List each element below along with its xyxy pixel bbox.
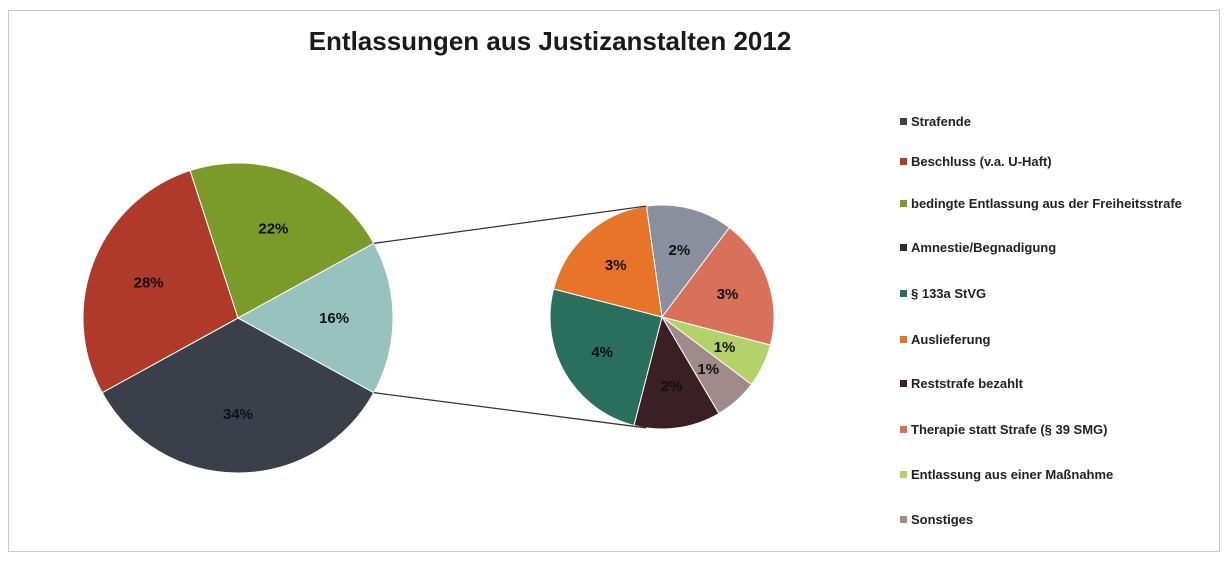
secondary-slice-label-0: 2% bbox=[669, 242, 691, 259]
secondary-slice-label-2: 1% bbox=[714, 339, 736, 356]
main-slice-label-1: 28% bbox=[134, 275, 164, 292]
legend-swatch bbox=[900, 200, 907, 207]
main-slice-1 bbox=[82, 169, 239, 394]
connector-line-top bbox=[373, 205, 647, 244]
legend-label: Strafende bbox=[911, 114, 971, 129]
legend-item: Amnestie/Begnadigung bbox=[900, 238, 1200, 257]
legend-label: § 133a StVG bbox=[911, 286, 987, 301]
secondary-pie: 2% 3% 1% 1% 2% 4% 3% bbox=[549, 204, 775, 430]
connector-line-bottom bbox=[373, 392, 647, 429]
legend-label: Therapie statt Strafe (§ 39 SMG) bbox=[911, 422, 1108, 437]
legend-swatch bbox=[900, 158, 907, 165]
legend-swatch bbox=[900, 516, 907, 523]
main-slice-label-0: 34% bbox=[223, 406, 253, 423]
legend-label: Auslieferung bbox=[911, 332, 991, 347]
main-slice-3 bbox=[236, 242, 394, 394]
legend-label: bedingte Entlassung aus der Freiheitsstr… bbox=[911, 196, 1182, 211]
legend-item: Therapie statt Strafe (§ 39 SMG) bbox=[900, 420, 1200, 439]
legend-swatch bbox=[900, 471, 907, 478]
secondary-slice-0 bbox=[645, 204, 731, 319]
legend-label: Entlassung aus einer Maßnahme bbox=[911, 467, 1114, 482]
main-slice-0 bbox=[101, 317, 375, 474]
legend-swatch bbox=[900, 380, 907, 387]
legend-item: Strafende bbox=[900, 112, 1200, 131]
legend-item: Sonstiges bbox=[900, 510, 1200, 529]
legend-label: Amnestie/Begnadigung bbox=[911, 240, 1057, 255]
legend-item: Beschluss (v.a. U-Haft) bbox=[900, 152, 1200, 171]
legend-item: § 133a StVG bbox=[900, 284, 1200, 303]
secondary-slice-5 bbox=[549, 288, 663, 427]
secondary-slice-label-4: 2% bbox=[661, 378, 683, 395]
main-pie: 34% 28% 22% 16% bbox=[82, 162, 394, 474]
secondary-slice-1 bbox=[661, 226, 775, 346]
legend-label: Reststrafe bezahlt bbox=[911, 376, 1023, 391]
legend-swatch bbox=[900, 426, 907, 433]
legend-item: Entlassung aus einer Maßnahme bbox=[900, 465, 1200, 484]
secondary-slice-label-1: 3% bbox=[717, 286, 739, 303]
legend-label: Beschluss (v.a. U-Haft) bbox=[911, 154, 1052, 169]
main-slice-label-3: 16% bbox=[319, 310, 349, 327]
main-slice-2 bbox=[189, 162, 375, 319]
legend-label: Sonstiges bbox=[911, 512, 974, 527]
legend-item: Reststrafe bezahlt bbox=[900, 374, 1200, 393]
main-slice-label-2: 22% bbox=[258, 221, 288, 238]
legend-item: bedingte Entlassung aus der Freiheitsstr… bbox=[900, 194, 1200, 213]
legend-swatch bbox=[900, 244, 907, 251]
legend-item: Auslieferung bbox=[900, 330, 1200, 349]
legend-swatch bbox=[900, 118, 907, 125]
secondary-slice-label-6: 3% bbox=[605, 257, 627, 274]
chart-title: Entlassungen aus Justizanstalten 2012 bbox=[308, 26, 792, 56]
secondary-slice-label-3: 1% bbox=[697, 361, 719, 378]
secondary-slice-label-5: 4% bbox=[591, 344, 613, 361]
legend-swatch bbox=[900, 336, 907, 343]
legend-swatch bbox=[900, 290, 907, 297]
